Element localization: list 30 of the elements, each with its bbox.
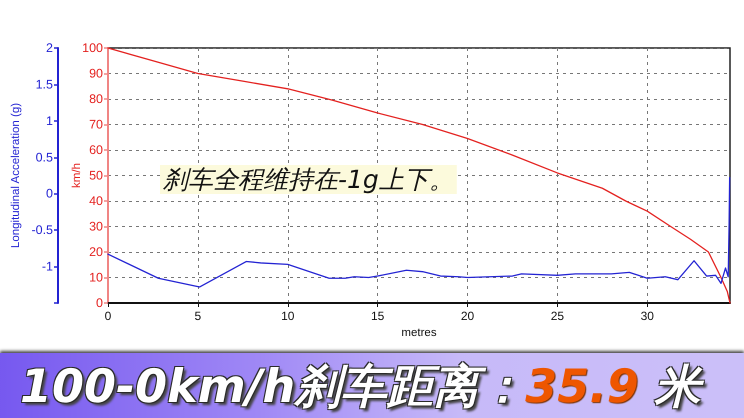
y2-tick-label: 1 [46, 114, 54, 128]
y2-tick-label: 2 [46, 41, 54, 55]
x-tick-label: 20 [460, 309, 475, 323]
x-tick-label: 5 [194, 309, 202, 323]
y2-tick-label: 0 [46, 186, 54, 201]
y-tick-label: 0 [96, 296, 104, 310]
y-axis-title: km/h [71, 163, 83, 188]
x-tick-label: 15 [370, 309, 385, 323]
y-tick-label: 10 [89, 270, 104, 284]
y-tick-label: 50 [89, 168, 104, 182]
y-tick-label: 80 [89, 92, 104, 106]
y-tick-label: 20 [89, 245, 104, 259]
y2-tick-label: 0.5 [36, 150, 54, 164]
y-tick-label: 60 [89, 143, 104, 157]
y2-axis-title: Longitudinal Acceleration (g) [10, 102, 22, 248]
x-tick-label: 30 [640, 309, 654, 323]
x-tick-label: 25 [550, 309, 564, 323]
x-tick-label: 0 [104, 309, 112, 323]
y-tick-label: 100 [82, 41, 104, 55]
y-tick-label: 40 [89, 194, 104, 208]
y-tick-label: 30 [89, 220, 104, 234]
y-tick-label: 70 [89, 118, 104, 132]
y2-tick-label: 1.5 [36, 77, 54, 92]
y2-tick-label: -0.5 [31, 223, 54, 238]
y2-tick-label: -1 [42, 260, 54, 274]
y-tick-label: 90 [89, 66, 104, 80]
annotation: 刹车全程维持在-1g上下。 [162, 165, 454, 194]
x-tick-label: 10 [281, 309, 295, 323]
x-axis-title: metres [401, 327, 437, 339]
line-series [107, 47, 731, 304]
